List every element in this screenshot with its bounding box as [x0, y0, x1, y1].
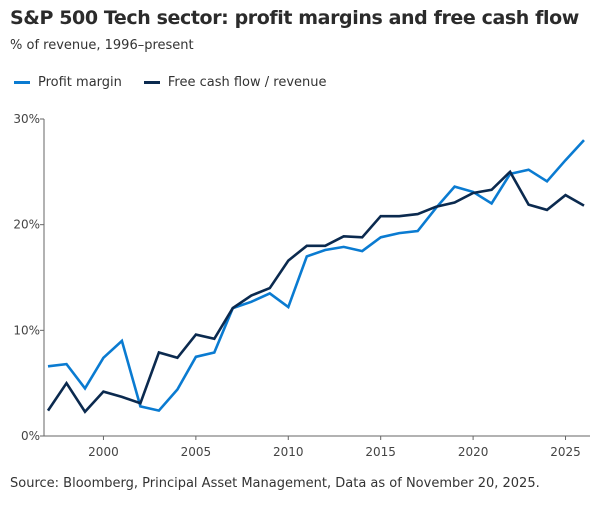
legend-item-fcf: Free cash flow / revenue: [143, 75, 327, 90]
legend-item-profit-margin: Profit margin: [14, 75, 122, 90]
y-tick-label: 10%: [13, 323, 40, 337]
x-tick-label: 2000: [88, 445, 119, 459]
source-note: Source: Bloomberg, Principal Asset Manag…: [10, 476, 540, 491]
legend-label: Free cash flow / revenue: [167, 75, 327, 90]
series-line-profit-margin: [47, 139, 585, 413]
line-chart: 0% 10% 20% 30% 2000 2005 2010 2015 2020 2025: [13, 112, 590, 459]
x-tick-label: 2020: [458, 445, 489, 459]
y-tick-label: 30%: [13, 112, 40, 126]
legend: Profit margin Free cash flow / revenue: [14, 75, 327, 90]
legend-label: Profit margin: [38, 75, 122, 90]
chart-title: S&P 500 Tech sector: profit margins and …: [10, 7, 579, 29]
x-tick-label: 2010: [273, 445, 304, 459]
series-line-fcf: [46, 169, 585, 414]
legend-swatch-fcf: [143, 81, 160, 84]
chart-subtitle: % of revenue, 1996–present: [10, 38, 194, 53]
x-tick-label: 2005: [181, 445, 212, 459]
x-tick-label: 2025: [550, 445, 581, 459]
legend-swatch-profit-margin: [14, 81, 30, 84]
y-tick-label: 20%: [13, 218, 40, 232]
x-tick-label: 2015: [365, 445, 396, 459]
y-tick-label: 0%: [21, 429, 40, 443]
